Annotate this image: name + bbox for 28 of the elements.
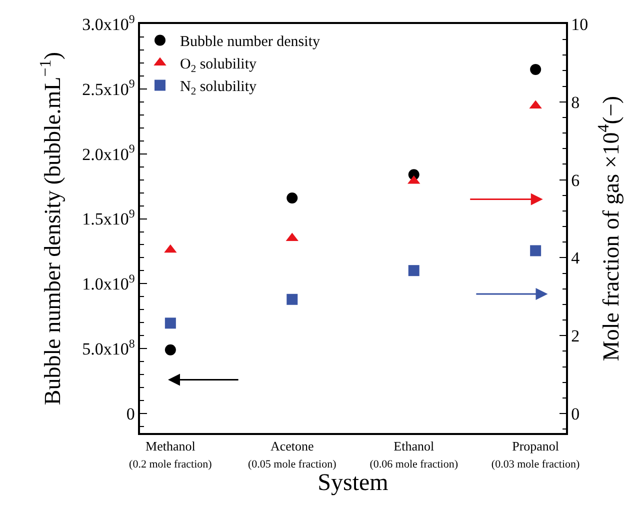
point [286, 192, 298, 204]
y-tick-label: 1.5x10$^{9}$ [82, 206, 135, 229]
y2-tick-label: 4 [571, 248, 580, 268]
x-tick-label: Methanol (0.2 mole fraction) [129, 438, 212, 470]
point [530, 64, 542, 75]
y-tick-label: 1.0x10$^{9}$ [82, 271, 135, 294]
point [408, 265, 420, 276]
point [164, 344, 176, 356]
y2-tick-label: 2 [571, 326, 580, 346]
y2-tick-label: 10 [571, 14, 588, 34]
point [286, 294, 298, 305]
legend-label: O$_{2}$ solubility [180, 56, 258, 75]
y-tick-label: 2.5x10$^{9}$ [82, 76, 135, 99]
x-tick-label: Acetone (0.05 mole fraction) [248, 438, 337, 470]
y-tick-label: 0 [126, 404, 135, 424]
y2-tick-label: 8 [571, 92, 580, 112]
point [530, 245, 542, 256]
y2-tick-label: 6 [571, 170, 580, 190]
x-tick-label: Ethanol (0.06 mole fraction) [370, 438, 458, 470]
y-tick-label: 3.0x10$^{9}$ [82, 12, 135, 34]
y-tick-label: 2.0x10$^{9}$ [82, 142, 135, 164]
x-tick-label: Propanol (0.03 mole fraction) [491, 438, 580, 470]
x-axis-title: System [318, 470, 389, 496]
legend-label: N$_{2}$ solubility [180, 79, 258, 98]
legend-label: Bubble number density [180, 34, 320, 50]
point [164, 318, 176, 329]
y-tick-label: 5.0x10$^{8}$ [82, 336, 135, 359]
y2-tick-label: 0 [571, 404, 580, 424]
